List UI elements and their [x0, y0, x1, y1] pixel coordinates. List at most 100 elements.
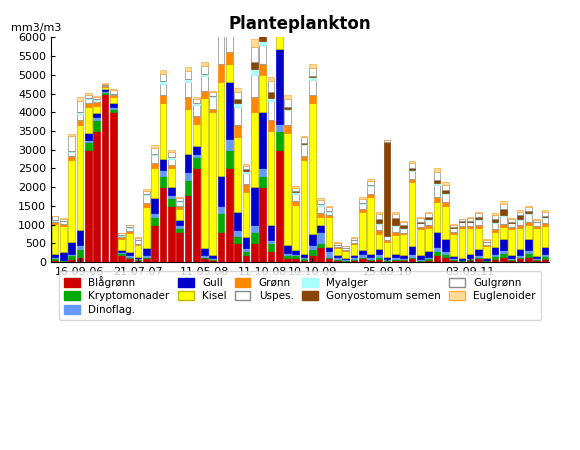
Bar	[384, 260, 390, 261]
Bar	[525, 207, 531, 211]
Bar	[350, 238, 357, 240]
Bar	[483, 261, 490, 262]
Bar	[342, 258, 349, 259]
Bar	[350, 244, 357, 256]
Bar	[85, 150, 92, 262]
Bar	[226, 150, 233, 168]
Bar	[251, 112, 258, 187]
Bar	[392, 257, 398, 259]
Bar	[77, 97, 84, 101]
Bar	[301, 144, 307, 145]
Bar	[267, 251, 274, 262]
Bar	[500, 201, 507, 204]
Bar	[459, 228, 465, 258]
Bar	[193, 99, 200, 103]
Bar	[500, 224, 507, 227]
Bar	[309, 64, 316, 68]
Bar	[375, 223, 382, 225]
Bar	[400, 234, 407, 255]
Bar	[400, 260, 407, 262]
Bar	[425, 260, 432, 262]
Bar	[367, 185, 374, 186]
Bar	[267, 77, 274, 81]
Bar	[110, 103, 117, 107]
Bar	[525, 211, 531, 213]
Bar	[201, 74, 208, 76]
Bar	[251, 243, 258, 262]
Bar	[209, 90, 216, 92]
Bar	[317, 225, 324, 232]
Bar	[135, 258, 142, 259]
Bar	[93, 102, 100, 106]
Bar	[110, 90, 117, 94]
Bar	[218, 0, 224, 7]
Bar	[533, 256, 540, 258]
Bar	[201, 248, 208, 256]
Bar	[143, 248, 150, 256]
Bar	[359, 212, 365, 250]
Bar	[77, 120, 84, 126]
Bar	[52, 257, 59, 258]
Bar	[209, 260, 216, 262]
Bar	[533, 228, 540, 256]
Bar	[342, 251, 349, 258]
Bar	[234, 107, 241, 126]
Bar	[267, 98, 274, 101]
Bar	[525, 222, 531, 225]
Bar	[500, 215, 507, 216]
Bar	[135, 240, 142, 244]
Bar	[234, 92, 241, 99]
Bar	[110, 108, 117, 112]
Bar	[475, 220, 482, 225]
Bar	[326, 251, 332, 256]
Bar	[425, 251, 432, 256]
Bar	[459, 222, 465, 226]
Bar	[276, 124, 282, 131]
Bar	[168, 159, 175, 165]
Bar	[359, 253, 365, 256]
Bar	[60, 260, 67, 261]
Bar	[251, 97, 258, 112]
Legend: Blågrønn, Kryptomonader, Dinoflag., Gull, Kisel, Grønn, Uspes., Myalger, Gonyost: Blågrønn, Kryptomonader, Dinoflag., Gull…	[59, 271, 541, 320]
Bar	[259, 30, 266, 41]
Bar	[500, 204, 507, 209]
Bar	[193, 97, 200, 99]
Bar	[151, 198, 158, 213]
Bar	[450, 260, 457, 262]
Bar	[500, 250, 507, 253]
Bar	[93, 120, 100, 131]
Bar	[60, 252, 67, 260]
Bar	[442, 193, 448, 194]
Bar	[52, 216, 59, 220]
Bar	[110, 95, 117, 97]
Bar	[143, 195, 150, 203]
Bar	[242, 173, 249, 184]
Bar	[126, 225, 133, 227]
Bar	[442, 190, 448, 193]
Bar	[93, 100, 100, 102]
Bar	[525, 225, 531, 238]
Bar	[68, 151, 75, 153]
Bar	[384, 242, 390, 257]
Bar	[93, 99, 100, 100]
Bar	[93, 106, 100, 113]
Bar	[492, 254, 498, 256]
Bar	[483, 240, 490, 242]
Bar	[135, 245, 142, 256]
Bar	[276, 150, 282, 262]
Bar	[367, 180, 374, 181]
Bar	[102, 84, 108, 85]
Bar	[375, 254, 382, 257]
Bar	[434, 168, 440, 172]
Bar	[317, 217, 324, 225]
Bar	[342, 250, 349, 251]
Bar	[409, 179, 415, 182]
Bar	[409, 170, 415, 171]
Bar	[309, 234, 316, 245]
Text: mm3/m3: mm3/m3	[11, 23, 61, 33]
Bar	[209, 108, 216, 112]
Bar	[251, 62, 258, 69]
Bar	[267, 131, 274, 225]
Bar	[417, 255, 423, 259]
Bar	[525, 250, 531, 253]
